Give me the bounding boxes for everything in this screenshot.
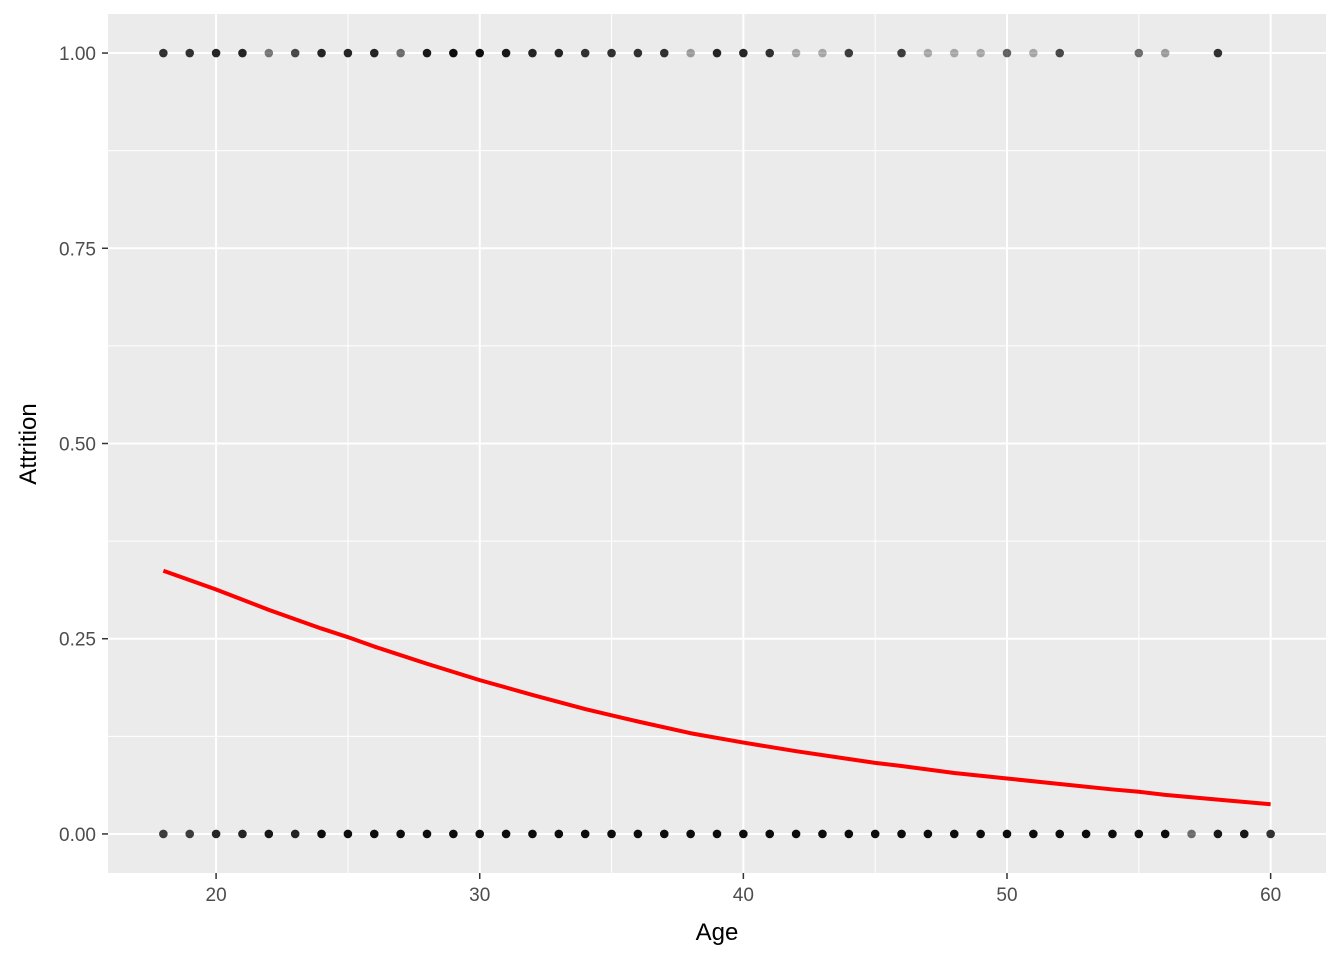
data-point (1239, 829, 1249, 839)
y-tick-label: 0.75 (59, 239, 96, 260)
data-point (1055, 48, 1065, 58)
data-point (159, 829, 168, 839)
data-point (1029, 829, 1038, 839)
data-point (1187, 829, 1196, 839)
data-point (396, 829, 405, 839)
data-point (211, 48, 221, 58)
data-point (1134, 829, 1144, 839)
x-tick-label: 20 (206, 885, 227, 906)
data-point (501, 829, 511, 839)
fit-line (162, 568, 1271, 807)
data-point (1134, 48, 1144, 58)
x-tick-label: 60 (1260, 885, 1281, 906)
data-point (633, 829, 643, 839)
data-point (554, 829, 564, 839)
data-point (396, 48, 405, 58)
data-point (712, 829, 722, 839)
data-point (449, 829, 458, 839)
data-point (238, 829, 247, 839)
data-point (1213, 829, 1223, 839)
y-axis-ticks: 0.00 0.25 0.50 0.75 1.00 (59, 44, 108, 846)
data-point (844, 829, 854, 839)
data-point (949, 829, 959, 839)
data-point (1213, 48, 1223, 58)
y-tick-label: 1.00 (59, 44, 96, 65)
data-point (528, 48, 537, 58)
data-point (528, 829, 537, 839)
data-point (844, 48, 854, 58)
data-point (422, 829, 432, 839)
data-point (211, 829, 221, 839)
data-point (1160, 48, 1170, 58)
x-tick-label: 40 (733, 885, 754, 906)
data-point (422, 48, 432, 58)
data-point (976, 829, 985, 839)
data-point (1055, 829, 1065, 839)
data-point (633, 48, 643, 58)
data-point (659, 829, 669, 839)
data-point (1108, 829, 1117, 839)
y-tick-label: 0.25 (59, 630, 96, 651)
data-point (1029, 48, 1038, 58)
data-point (818, 48, 827, 58)
data-point (897, 829, 906, 839)
x-tick-label: 50 (996, 885, 1017, 906)
data-point (791, 48, 801, 58)
data-point (607, 48, 616, 58)
data-point (185, 48, 195, 58)
data-point (290, 48, 300, 58)
data-point (659, 48, 669, 58)
data-point (870, 829, 880, 839)
data-point (739, 48, 748, 58)
data-point (686, 829, 695, 839)
data-point (791, 829, 801, 839)
x-tick-label: 30 (469, 885, 490, 906)
x-axis-title: Age (696, 919, 739, 946)
data-point (317, 48, 326, 58)
y-axis-title: Attrition (15, 403, 42, 484)
data-point (1266, 829, 1275, 839)
data-point (317, 829, 326, 839)
data-point (976, 48, 985, 58)
data-point (712, 48, 722, 58)
data-point (501, 48, 511, 58)
data-point (686, 48, 695, 58)
data-point (1002, 829, 1012, 839)
data-point (1081, 829, 1091, 839)
data-point (475, 48, 485, 58)
data-point (923, 48, 933, 58)
data-point (369, 829, 379, 839)
data-point (739, 829, 748, 839)
data-point (1002, 48, 1012, 58)
data-point (765, 48, 775, 58)
data-point (264, 48, 274, 58)
data-point (1160, 829, 1170, 839)
data-point (264, 829, 274, 839)
data-point (580, 829, 590, 839)
data-point (897, 48, 906, 58)
data-point (580, 48, 590, 58)
data-point (475, 829, 485, 839)
data-point (449, 48, 458, 58)
data-point (369, 48, 379, 58)
data-point (554, 48, 564, 58)
data-point (185, 829, 195, 839)
data-point (923, 829, 933, 839)
data-point (343, 48, 353, 58)
scatter-points (159, 48, 1275, 839)
data-point (607, 829, 616, 839)
data-point (290, 829, 300, 839)
y-tick-label: 0.00 (59, 825, 96, 846)
data-point (343, 829, 353, 839)
data-point (765, 829, 775, 839)
data-point (949, 48, 959, 58)
data-point (238, 48, 247, 58)
y-tick-label: 0.50 (59, 435, 96, 456)
data-point (818, 829, 827, 839)
x-axis-ticks: 20 30 40 50 60 (206, 873, 1281, 906)
fit-line-layer (162, 568, 1271, 807)
data-point (159, 48, 168, 58)
